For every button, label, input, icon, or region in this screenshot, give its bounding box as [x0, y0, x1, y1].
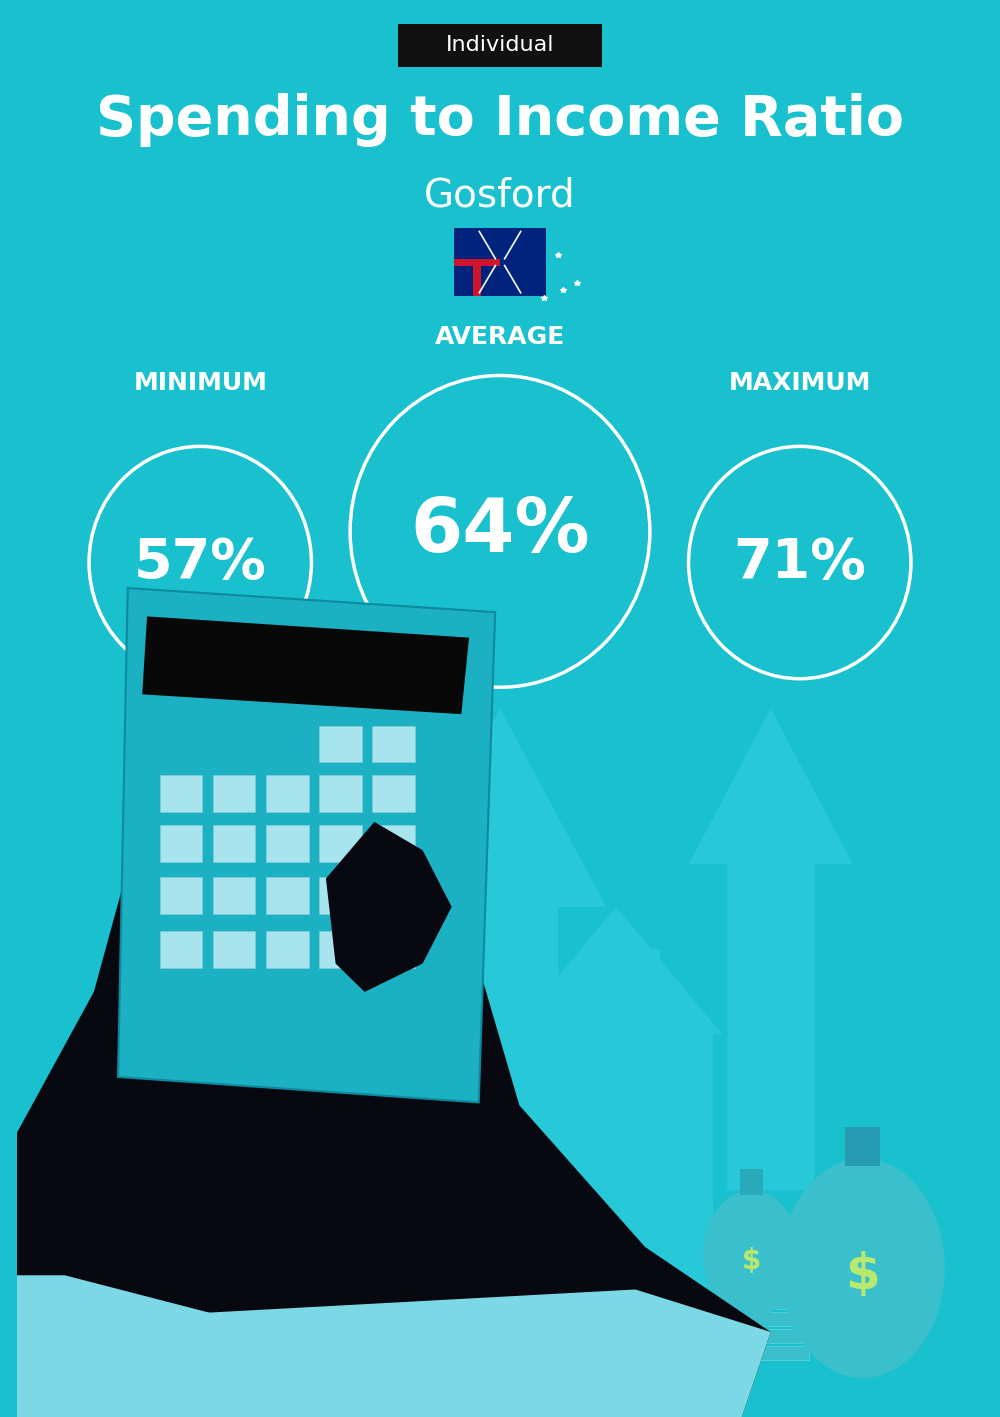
Ellipse shape — [703, 1190, 800, 1318]
FancyBboxPatch shape — [635, 949, 660, 1020]
Polygon shape — [326, 822, 452, 992]
Polygon shape — [160, 775, 202, 812]
FancyBboxPatch shape — [713, 1346, 809, 1360]
FancyBboxPatch shape — [713, 1312, 809, 1326]
Text: MINIMUM: MINIMUM — [133, 371, 267, 394]
FancyBboxPatch shape — [398, 24, 602, 67]
Text: AVERAGE: AVERAGE — [435, 326, 565, 349]
Polygon shape — [319, 877, 362, 914]
Polygon shape — [229, 794, 384, 1275]
Polygon shape — [94, 822, 771, 1417]
Polygon shape — [319, 825, 362, 862]
Polygon shape — [510, 907, 722, 1034]
Polygon shape — [213, 877, 255, 914]
Text: 64%: 64% — [410, 495, 590, 568]
Polygon shape — [160, 877, 202, 914]
FancyBboxPatch shape — [592, 1268, 640, 1389]
Text: Gosford: Gosford — [424, 177, 576, 214]
Polygon shape — [213, 775, 255, 812]
Polygon shape — [84, 1289, 771, 1417]
Polygon shape — [266, 931, 309, 968]
FancyBboxPatch shape — [845, 1127, 880, 1166]
FancyBboxPatch shape — [713, 1329, 809, 1343]
Polygon shape — [160, 825, 202, 862]
Polygon shape — [372, 775, 415, 812]
Text: 71%: 71% — [733, 536, 866, 589]
FancyBboxPatch shape — [454, 259, 500, 266]
Polygon shape — [213, 931, 255, 968]
Polygon shape — [319, 931, 362, 968]
Polygon shape — [142, 616, 469, 714]
Polygon shape — [118, 588, 495, 1102]
Text: MAXIMUM: MAXIMUM — [729, 371, 871, 394]
Polygon shape — [213, 825, 255, 862]
Polygon shape — [160, 931, 202, 968]
Polygon shape — [319, 726, 362, 762]
Polygon shape — [372, 931, 415, 968]
FancyBboxPatch shape — [473, 262, 481, 296]
Polygon shape — [372, 877, 415, 914]
Polygon shape — [689, 708, 853, 1190]
Text: $: $ — [742, 1247, 761, 1275]
Polygon shape — [266, 825, 309, 862]
FancyBboxPatch shape — [740, 1169, 763, 1195]
Polygon shape — [319, 775, 362, 812]
Polygon shape — [394, 708, 606, 1346]
Polygon shape — [266, 775, 309, 812]
Polygon shape — [266, 877, 309, 914]
Polygon shape — [372, 726, 415, 762]
FancyBboxPatch shape — [713, 1295, 809, 1309]
Polygon shape — [372, 825, 415, 862]
Text: Individual: Individual — [446, 35, 554, 55]
FancyBboxPatch shape — [519, 1034, 713, 1389]
Polygon shape — [16, 1275, 229, 1417]
Text: $: $ — [845, 1251, 880, 1299]
FancyBboxPatch shape — [454, 228, 546, 296]
Text: Spending to Income Ratio: Spending to Income Ratio — [96, 94, 904, 147]
Ellipse shape — [780, 1159, 945, 1377]
Polygon shape — [16, 794, 355, 1417]
Text: 57%: 57% — [134, 536, 267, 589]
